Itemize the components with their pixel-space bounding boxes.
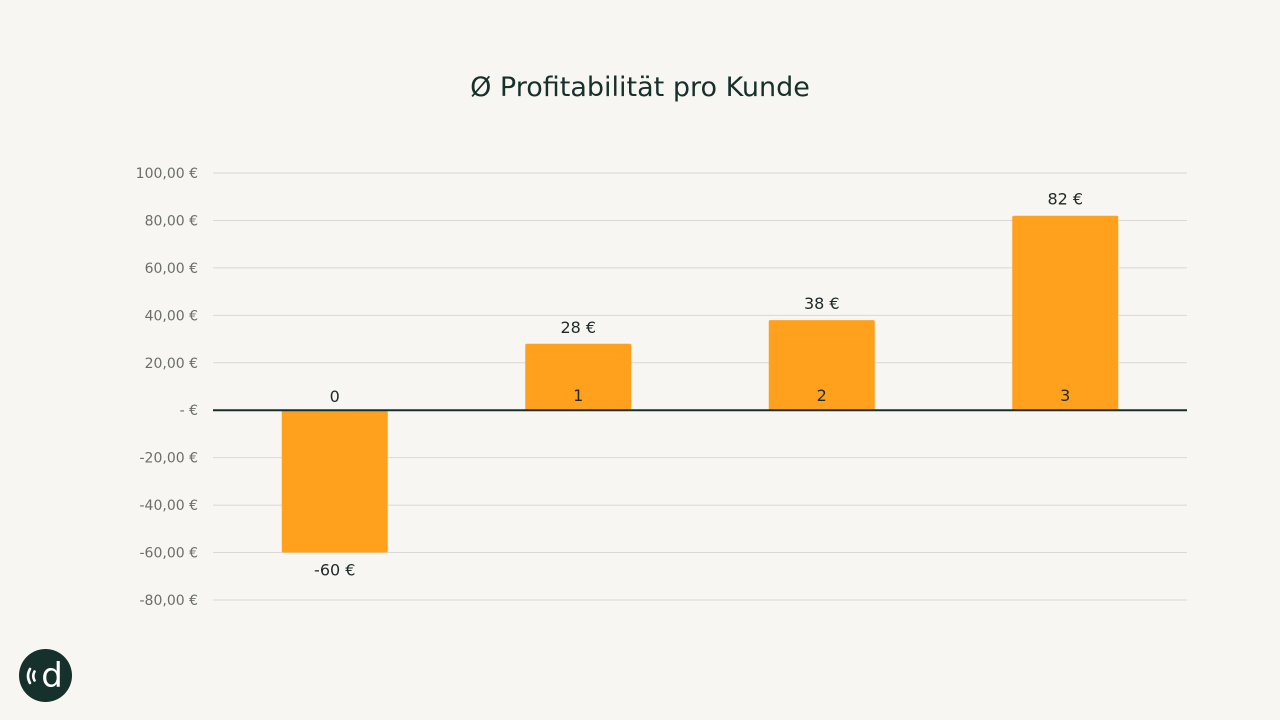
y-tick-label: -20,00 € [140,451,199,467]
chart-title: Ø Profitabilität pro Kunde [470,72,810,103]
data-label: 28 € [560,318,596,337]
y-tick-label: 20,00 € [145,356,198,372]
data-label: -60 € [314,561,355,580]
data-label: 38 € [804,294,840,313]
logo-letter: d [41,656,63,696]
brand-logo-icon: d [19,649,72,702]
y-tick-label: -40,00 € [140,498,199,514]
category-label: 3 [1060,386,1070,405]
y-axis-tick-labels: 100,00 € 80,00 € 60,00 € 40,00 € 20,00 € - € -… [136,166,198,609]
y-tick-label: 80,00 € [145,213,198,229]
category-label: 0 [330,387,340,406]
bar [525,343,632,411]
y-tick-label: -60,00 € [140,546,199,562]
y-tick-label: - € [180,403,198,419]
category-labels: 0 1 2 3 [330,386,1071,406]
y-tick-label: -80,00 € [140,593,199,609]
bar [768,320,875,411]
category-label: 1 [573,386,583,405]
y-tick-label: 40,00 € [145,308,198,324]
data-labels: -60 € 28 € 38 € 82 € [314,190,1083,580]
bars [281,215,1119,553]
y-tick-label: 60,00 € [145,261,198,277]
y-tick-label: 100,00 € [136,166,198,182]
bar [281,410,388,553]
bar [1012,215,1119,411]
category-label: 2 [817,386,827,405]
data-label: 82 € [1047,190,1083,209]
